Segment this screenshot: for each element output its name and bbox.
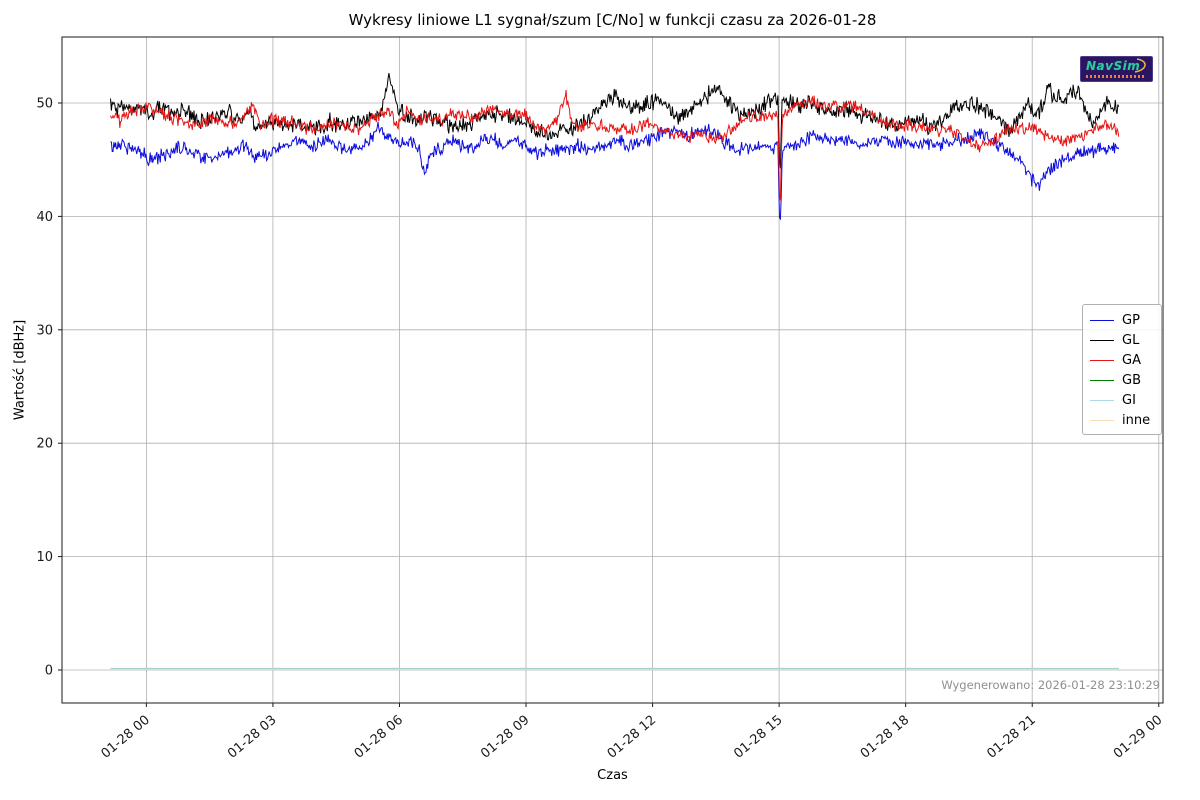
- tick-labels: 01-28 00 01-28 03 01-28 06 01-28 09 01-28 12…: [36, 96, 1165, 761]
- x-tick-label: 01-28 15: [731, 713, 785, 762]
- y-tick-label: 20: [36, 437, 53, 452]
- legend: GP GL GA GB GI inne: [1082, 304, 1162, 435]
- x-tick-label: 01-28 12: [605, 713, 659, 762]
- x-tick-label: 01-28 21: [984, 713, 1038, 762]
- legend-label: GB: [1122, 372, 1141, 388]
- legend-entry-gb: GB: [1090, 370, 1154, 390]
- legend-swatch: [1090, 419, 1114, 421]
- gridlines: [62, 37, 1163, 703]
- legend-entry-gp: GP: [1090, 310, 1154, 330]
- x-tick-label: 01-28 03: [225, 713, 279, 762]
- x-tick-label: 01-28 00: [99, 713, 153, 762]
- legend-label: GP: [1122, 312, 1140, 328]
- series-line-gp: [110, 121, 1120, 221]
- y-tick-label: 50: [36, 96, 53, 111]
- y-tick-label: 0: [45, 664, 53, 679]
- navsim-logo-text: NavSim: [1086, 59, 1141, 73]
- x-tick-label: 01-28 09: [478, 713, 532, 762]
- legend-entry-gl: GL: [1090, 330, 1154, 350]
- y-tick-label: 30: [36, 323, 53, 338]
- legend-swatch: [1090, 339, 1114, 341]
- generated-timestamp: Wygenerowano: 2026-01-28 23:10:29: [941, 678, 1160, 692]
- legend-label: GL: [1122, 332, 1140, 348]
- logo-swoosh-icon: [1134, 58, 1146, 73]
- chart-title: Wykresy liniowe L1 sygnał/szum [C/No] w …: [348, 11, 877, 29]
- x-tick-label: 01-28 06: [352, 713, 406, 762]
- legend-entry-gi: GI: [1090, 390, 1154, 410]
- y-tick-label: 40: [36, 210, 53, 225]
- x-tick-label: 01-28 18: [858, 713, 912, 762]
- legend-entry-inne: inne: [1090, 410, 1154, 430]
- legend-label: GA: [1122, 352, 1141, 368]
- legend-label: GI: [1122, 392, 1136, 408]
- series-line-gl: [110, 73, 1120, 169]
- x-axis-label: Czas: [597, 768, 628, 783]
- x-tick-label: 01-29 00: [1111, 713, 1165, 762]
- plot-frame: [61, 36, 1164, 704]
- tick-marks: [58, 102, 1160, 707]
- legend-swatch: [1090, 319, 1114, 321]
- navsim-logo: NavSim: [1080, 56, 1153, 82]
- logo-microtext: [1086, 75, 1144, 78]
- legend-label: inne: [1122, 412, 1151, 428]
- legend-swatch: [1090, 379, 1114, 381]
- legend-swatch: [1090, 399, 1114, 401]
- series-group: [110, 73, 1120, 670]
- legend-swatch: [1090, 359, 1114, 361]
- series-line-ga: [110, 89, 1120, 201]
- y-tick-label: 10: [36, 550, 53, 565]
- legend-entry-ga: GA: [1090, 350, 1154, 370]
